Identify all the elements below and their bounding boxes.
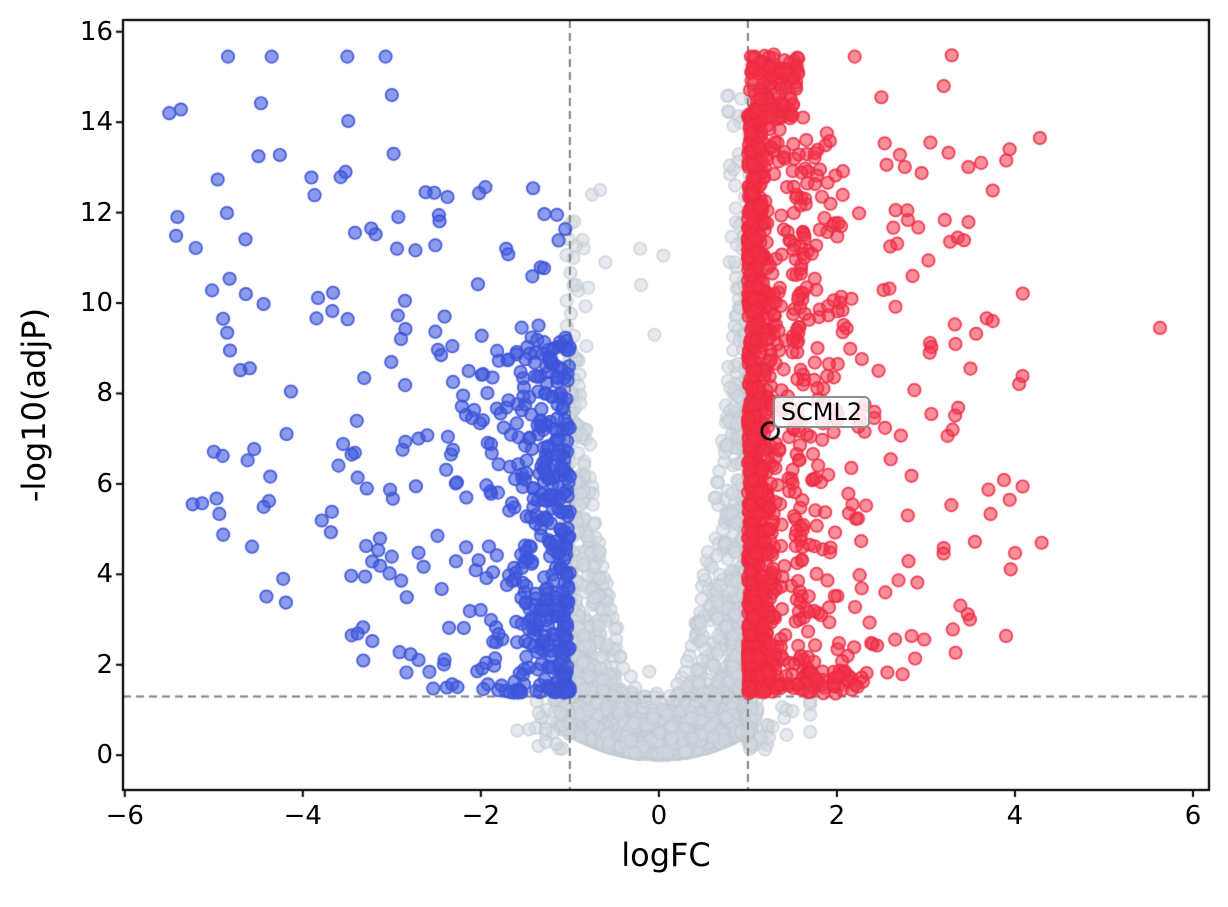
x-tick-label: −4 [283, 801, 322, 831]
y-tick-label: 0 [96, 740, 113, 771]
y-tick-label: 4 [96, 559, 113, 590]
x-tick-label: −6 [105, 801, 144, 831]
y-tick-label: 14 [79, 107, 113, 138]
y-tick-label: 6 [96, 468, 113, 499]
x-tick-label: 0 [650, 801, 668, 831]
x-axis-label: logFC [621, 836, 711, 874]
x-tick-label: 4 [1006, 801, 1024, 831]
x-tick-label: 2 [828, 801, 846, 831]
y-tick-label: 16 [79, 16, 113, 47]
y-tick-label: 10 [79, 288, 113, 319]
y-tick-label: 8 [96, 378, 113, 409]
annotation-label: SCML2 [772, 395, 871, 428]
y-tick-label: 12 [79, 197, 113, 228]
x-tick-label: 6 [1184, 801, 1202, 831]
y-tick-label: 2 [96, 649, 113, 680]
x-tick-label: −2 [461, 801, 500, 831]
